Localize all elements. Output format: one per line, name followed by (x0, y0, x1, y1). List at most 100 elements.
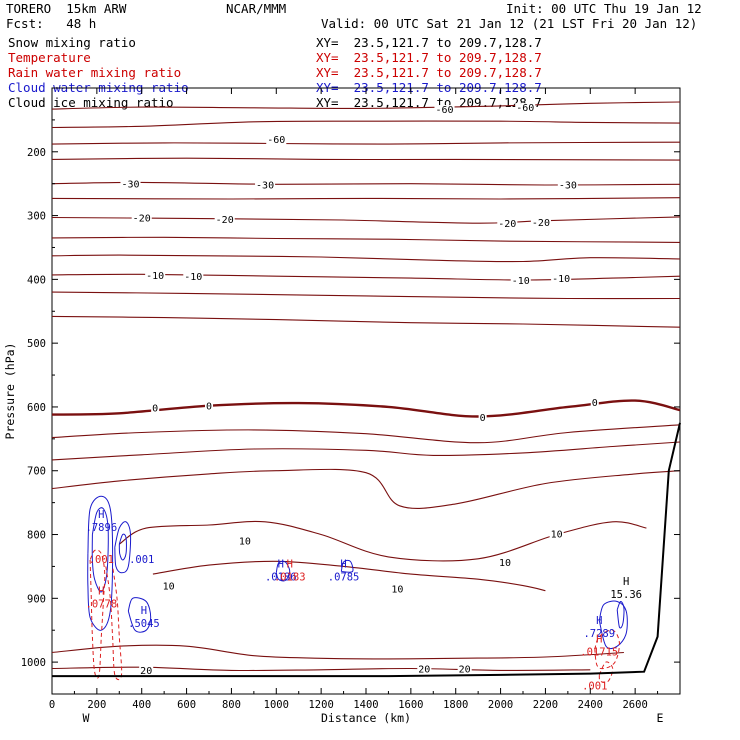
field-xy-rain: XY= 23.5,121.7 to 209.7,128.7 (316, 65, 542, 80)
cloud-water-contour-2 (114, 521, 132, 574)
temperature-contour-9 (51, 273, 681, 281)
cloud-water-contour-1 (91, 507, 109, 593)
cloud-water-contour-7 (598, 600, 628, 650)
temperature-label-bg (151, 403, 160, 415)
temperature-contour-4 (51, 181, 681, 186)
temperature-label-bg (557, 180, 578, 192)
temperature-contour-10 (51, 291, 681, 300)
temperature-contour-label: -20 (216, 215, 234, 226)
cloud-water-max-mark: H (596, 615, 602, 627)
x-tick-label: 600 (177, 699, 196, 711)
rain-contour-3 (598, 661, 614, 683)
cloud-water-max-value: .7896 (86, 522, 118, 534)
temperature-contour-label: -20 (133, 213, 151, 224)
temperature-contour-label: -60 (435, 105, 453, 116)
cloud-water-max-mark: H (278, 558, 284, 570)
cloud-water-contour-8 (616, 601, 625, 629)
temperature-label-bg (590, 397, 599, 409)
temperature-contour-12 (51, 399, 681, 418)
rain-max-value: .001 (582, 680, 607, 692)
temperature-label-bg (237, 536, 252, 548)
temperature-contour-2 (51, 141, 681, 145)
x-tick-label: 2400 (578, 699, 603, 711)
temperature-contour-label: 20 (459, 664, 471, 675)
y-axis-title: Pressure (hPa) (3, 343, 17, 440)
rain-contour-1 (105, 566, 123, 681)
temperature-label-bg (549, 529, 564, 541)
temperature-contour-7 (51, 236, 681, 243)
cloud-water-contour-3 (118, 533, 127, 561)
temperature-contour-5 (51, 197, 681, 200)
temperature-label-bg (497, 219, 518, 231)
temperature-contour-1 (51, 120, 681, 129)
y-tick-label: 400 (27, 274, 46, 286)
cloud-water-contour-0 (87, 495, 114, 631)
x-tick-label: 2600 (622, 699, 647, 711)
field-xy-snow: XY= 23.5,121.7 to 209.7,128.7 (316, 35, 542, 50)
temperature-contour-label: 10 (499, 558, 511, 569)
y-tick-label: 500 (27, 338, 46, 350)
x-tick-label: 0 (49, 699, 55, 711)
temperature-contour-label: 10 (163, 582, 175, 593)
temperature-label-bg (161, 581, 176, 593)
temperature-label-bg (434, 105, 455, 117)
temperature-label-bg (478, 413, 487, 425)
temperature-label-bg (457, 664, 472, 676)
temperature-contour-label: 10 (239, 536, 251, 547)
temperature-label-bg (145, 270, 166, 282)
rain-max-mark: H (287, 558, 293, 570)
y-tick-label: 300 (27, 211, 46, 223)
temperature-contour-label: -10 (146, 271, 164, 282)
temperature-label-bg (530, 217, 551, 229)
temperature-contour-label: -30 (121, 180, 139, 191)
x-tick-label: 2000 (488, 699, 513, 711)
temperature-contour-3 (51, 157, 681, 161)
temperature-contour-15 (51, 468, 681, 510)
field-name-rain: Rain water mixing ratio (8, 65, 182, 80)
cloud-water-contour-5 (275, 560, 291, 582)
center-label: NCAR/MMM (226, 1, 287, 16)
terrain-line (52, 422, 681, 678)
field-name-cloud-water: Cloud water mixing ratio (8, 80, 189, 95)
plot-frame (51, 87, 681, 695)
x-tick-label: 1600 (398, 699, 423, 711)
cloud-water-max-mark: H (98, 509, 104, 521)
snow-max-mark: H (623, 576, 629, 588)
y-tick-label: 600 (27, 402, 46, 414)
x-tick-label: 1000 (264, 699, 289, 711)
temperature-contour-label: -10 (552, 274, 570, 285)
rain-max-mark: H (98, 586, 104, 598)
x-end-label-right: E (657, 711, 664, 725)
temperature-label-bg (551, 274, 572, 286)
x-tick-label: 400 (132, 699, 151, 711)
temperature-contour-label: 20 (418, 664, 430, 675)
temperature-contour-label: 0 (480, 413, 486, 424)
temperature-label-bg (120, 179, 141, 191)
temperature-contour-label: -60 (267, 135, 285, 146)
temperature-contour-11 (51, 315, 681, 328)
temperature-label-bg (255, 180, 276, 192)
cloud-water-max-value: .7289 (583, 628, 615, 640)
cloud-water-max-value: .0785 (328, 571, 360, 583)
temperature-contour-13 (51, 424, 681, 444)
snow-max-value: 15.36 (610, 589, 642, 601)
temperature-contour-label: 20 (140, 666, 152, 677)
x-tick-label: 800 (222, 699, 241, 711)
y-tick-label: 1000 (21, 657, 46, 669)
temperature-contour-label: 0 (206, 402, 212, 413)
temperature-contour-8 (51, 254, 681, 263)
init-label: Init: 00 UTC Thu 19 Jan 12 (506, 1, 702, 16)
x-tick-label: 1800 (443, 699, 468, 711)
cloud-water-max-value: .0186 (265, 571, 297, 583)
temperature-label-bg (390, 584, 405, 596)
rain-max-value: .001 (89, 554, 114, 566)
rain-max-mark: H (596, 634, 602, 646)
cloud-water-max-mark: H (340, 558, 346, 570)
temperature-label-bg (266, 135, 287, 147)
temperature-contour-label: -20 (532, 218, 550, 229)
fcst-label: Fcst: 48 h (6, 16, 97, 31)
temperature-contour-16 (118, 520, 647, 562)
temperature-contour-0 (51, 101, 681, 110)
temperature-contour-14 (51, 441, 681, 461)
